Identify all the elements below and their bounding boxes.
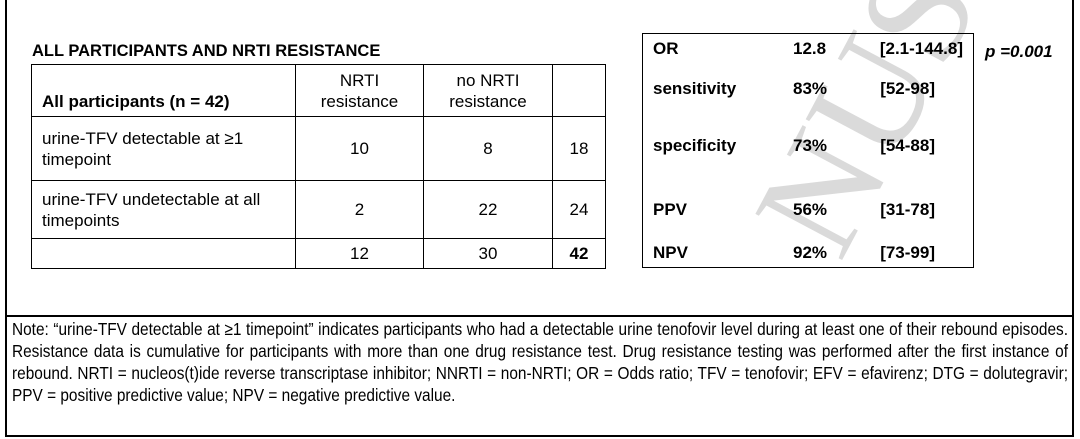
stat-ci: [54-88] — [880, 136, 935, 155]
stat-value: 12.8 — [793, 39, 827, 58]
cell-total: 18 — [552, 116, 606, 181]
stat-ci: [31-78] — [880, 200, 935, 219]
table-row: urine-TFV undetectable at all timepoints… — [31, 180, 606, 239]
table-row: urine-TFV detectable at ≥1 timepoint 10 … — [31, 116, 606, 181]
diagnostic-stats-box: OR 12.8 [2.1-144.8] sensitivity 83% [52-… — [642, 33, 974, 268]
p-value: p =0.001 — [985, 42, 1053, 61]
stat-name: OR — [653, 39, 679, 58]
figure-frame — [5, 0, 1074, 437]
header-all-participants: All participants (n = 42) — [31, 64, 296, 117]
stat-name: NPV — [653, 243, 688, 262]
table-title: ALL PARTICIPANTS AND NRTI RESISTANCE — [32, 42, 381, 60]
stat-name: specificity — [653, 136, 737, 155]
table-note: Note: “urine-TFV detectable at ≥1 timepo… — [12, 319, 1068, 405]
stat-ci: [2.1-144.8] — [879, 39, 963, 58]
stat-value: 92% — [793, 243, 828, 262]
table-total-row: 12 30 42 — [31, 238, 606, 269]
row-label: urine-TFV undetectable at all timepoints — [31, 180, 296, 239]
header-total — [552, 64, 606, 117]
stat-name: sensitivity — [653, 79, 737, 98]
divider — [5, 315, 1074, 317]
stat-value: 83% — [793, 79, 828, 98]
contingency-table: All participants (n = 42) NRTI resistanc… — [31, 64, 606, 269]
header-nrti-resistance: NRTI resistance — [295, 64, 424, 117]
header-no-nrti-resistance: no NRTI resistance — [423, 64, 553, 117]
cell-no-nrti: 22 — [423, 180, 553, 239]
cell-nrti: 2 — [295, 180, 424, 239]
cell-total: 24 — [552, 180, 606, 239]
table-header-row: All participants (n = 42) NRTI resistanc… — [31, 64, 606, 117]
row-label: urine-TFV detectable at ≥1 timepoint — [31, 116, 296, 181]
stat-value: 56% — [793, 200, 828, 219]
cell-nrti: 10 — [295, 116, 424, 181]
row-label — [31, 238, 296, 269]
stat-ci: [52-98] — [880, 79, 935, 98]
stat-ci: [73-99] — [880, 243, 935, 262]
cell-no-nrti: 30 — [423, 238, 553, 269]
stat-value: 73% — [793, 136, 828, 155]
cell-no-nrti: 8 — [423, 116, 553, 181]
cell-nrti: 12 — [295, 238, 424, 269]
stat-name: PPV — [653, 200, 688, 219]
cell-grand-total: 42 — [552, 238, 606, 269]
